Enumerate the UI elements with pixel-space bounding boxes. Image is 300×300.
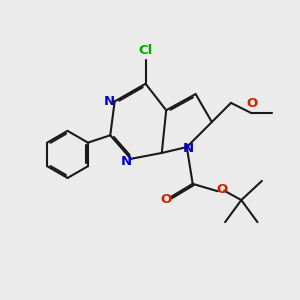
Text: Cl: Cl <box>139 44 153 57</box>
Text: O: O <box>160 193 172 206</box>
Text: N: N <box>104 95 115 108</box>
Text: O: O <box>217 183 228 196</box>
Text: N: N <box>183 142 194 155</box>
Text: N: N <box>121 155 132 168</box>
Text: O: O <box>246 97 257 110</box>
